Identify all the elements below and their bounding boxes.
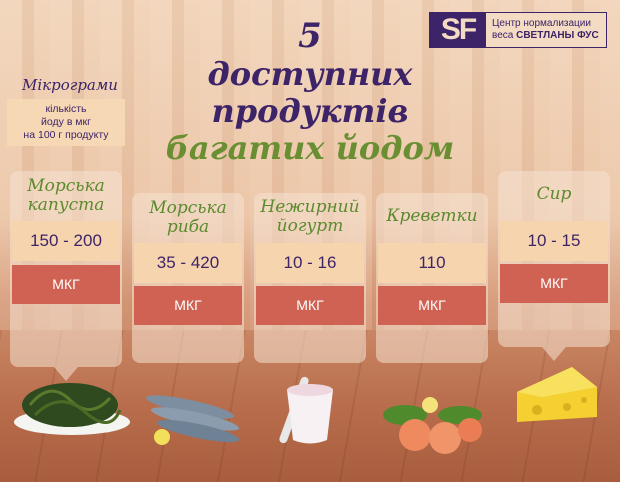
seaweed-image	[14, 383, 130, 435]
shrimp-image	[383, 397, 482, 454]
product-name-line1: Морська	[27, 176, 105, 196]
product-card-shrimp: Креветки 110 МКГ	[376, 193, 488, 363]
product-value: 110	[378, 243, 486, 283]
logo-line2-prefix: веса	[492, 30, 514, 41]
product-unit: МКГ	[500, 264, 608, 303]
product-value: 150 - 200	[12, 221, 120, 261]
cheese-image	[517, 367, 597, 422]
logo-mark: SF	[430, 13, 486, 47]
logo-line2-bold: СВЕТЛАНЫ ФУС	[516, 30, 599, 41]
product-name: Морська риба	[132, 199, 244, 237]
title-line3: продуктів	[211, 92, 409, 130]
brand-logo: SF Центр нормализации веса СВЕТЛАНЫ ФУС	[429, 12, 607, 48]
legend-title: Мікрограми	[22, 76, 118, 94]
product-name-line2: капуста	[27, 195, 105, 215]
product-name-line1: Нежирний	[260, 197, 360, 217]
product-card-yogurt: Нежирний йогурт 10 - 16 МКГ	[254, 193, 366, 363]
yogurt-image	[279, 376, 333, 444]
product-name: Морська капуста	[10, 177, 122, 215]
product-name: Креветки	[376, 207, 488, 226]
product-value: 10 - 16	[256, 243, 364, 283]
logo-line1: Центр нормализации	[492, 18, 591, 29]
fish-image	[145, 395, 240, 445]
product-value: 10 - 15	[500, 221, 608, 261]
product-unit: МКГ	[134, 286, 242, 325]
product-name: Нежирний йогурт	[254, 198, 366, 236]
card-pointer	[54, 367, 78, 381]
product-unit: МКГ	[256, 286, 364, 325]
legend-line2: йоду в мкг	[41, 116, 91, 128]
product-card-fish: Морська риба 35 - 420 МКГ	[132, 193, 244, 363]
product-value: 35 - 420	[134, 243, 242, 283]
title-line2: доступних	[207, 55, 413, 93]
card-pointer	[542, 347, 566, 361]
product-card-seaweed: Морська капуста 150 - 200 МКГ	[10, 171, 122, 381]
title-number: 5	[298, 16, 322, 56]
logo-text: Центр нормализации веса СВЕТЛАНЫ ФУС	[486, 18, 599, 42]
product-card-cheese: Сир 10 - 15 МКГ	[498, 171, 610, 361]
product-name-line2: йогурт	[276, 216, 344, 236]
product-name-line1: Сир	[536, 184, 572, 204]
product-name-line2: риба	[166, 217, 210, 237]
product-name-line1: Креветки	[386, 206, 478, 226]
legend-line1: кількість	[45, 103, 87, 115]
product-unit: МКГ	[378, 286, 486, 325]
legend-box: кількість йоду в мкг на 100 г продукту	[7, 99, 125, 146]
product-unit: МКГ	[12, 265, 120, 304]
logo-line2: веса СВЕТЛАНЫ ФУС	[492, 30, 599, 42]
product-name-line1: Морська	[149, 198, 227, 218]
title-line4: багатих йодом	[165, 129, 455, 167]
legend-line3: на 100 г продукту	[23, 129, 109, 141]
product-name: Сир	[498, 185, 610, 204]
